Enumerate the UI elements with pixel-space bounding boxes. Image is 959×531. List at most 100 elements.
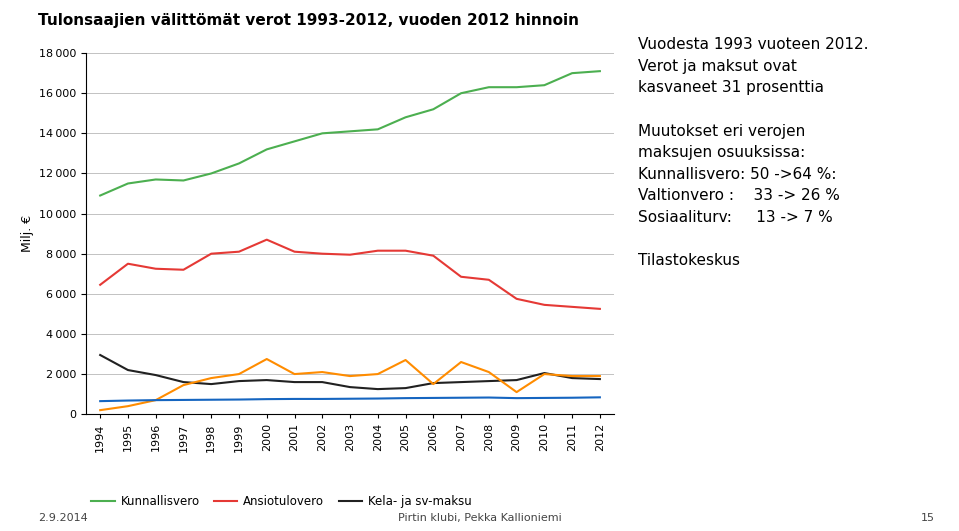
Y-axis label: Milj. €: Milj. € (21, 215, 34, 252)
Ansiotulovero (539, 302, 550, 308)
Kela- ja sv-maksu (539, 370, 550, 376)
Kirkollisvero (400, 395, 411, 401)
Kirkollisvero (122, 397, 133, 404)
Kirkollisvero (94, 398, 105, 404)
Ansiotulovero (289, 249, 300, 255)
Ansiotulovero (94, 281, 105, 288)
Pääomatulovero (400, 357, 411, 363)
Kirkollisvero (233, 396, 245, 402)
Kirkollisvero (456, 395, 467, 401)
Kela- ja sv-maksu (150, 372, 161, 378)
Pääomatulovero (316, 369, 328, 375)
Kunnallisvero (511, 84, 523, 90)
Ansiotulovero (372, 247, 384, 254)
Kela- ja sv-maksu (233, 378, 245, 384)
Kunnallisvero (344, 128, 356, 134)
Ansiotulovero (567, 304, 578, 310)
Line: Pääomatulovero: Pääomatulovero (100, 359, 600, 410)
Kunnallisvero (316, 130, 328, 136)
Line: Kirkollisvero: Kirkollisvero (100, 397, 600, 401)
Pääomatulovero (344, 373, 356, 379)
Kela- ja sv-maksu (372, 386, 384, 392)
Kirkollisvero (150, 397, 161, 404)
Kirkollisvero (316, 396, 328, 402)
Ansiotulovero (177, 267, 189, 273)
Kela- ja sv-maksu (400, 385, 411, 391)
Kunnallisvero (400, 114, 411, 121)
Legend: Pääomatulovero, Kirkollisvero: Pääomatulovero, Kirkollisvero (86, 526, 337, 531)
Ansiotulovero (511, 296, 523, 302)
Kirkollisvero (344, 396, 356, 402)
Kunnallisvero (567, 70, 578, 76)
Kela- ja sv-maksu (511, 377, 523, 383)
Pääomatulovero (428, 381, 439, 387)
Kunnallisvero (539, 82, 550, 88)
Pääomatulovero (289, 371, 300, 377)
Ansiotulovero (595, 306, 606, 312)
Kela- ja sv-maksu (595, 376, 606, 382)
Ansiotulovero (233, 249, 245, 255)
Text: Vuodesta 1993 vuoteen 2012.
Verot ja maksut ovat
kasvaneet 31 prosenttia

Muutok: Vuodesta 1993 vuoteen 2012. Verot ja mak… (638, 37, 868, 268)
Ansiotulovero (428, 253, 439, 259)
Kunnallisvero (233, 160, 245, 167)
Kirkollisvero (261, 396, 272, 402)
Kunnallisvero (483, 84, 495, 90)
Pääomatulovero (567, 373, 578, 379)
Kunnallisvero (150, 176, 161, 183)
Ansiotulovero (150, 266, 161, 272)
Kunnallisvero (289, 138, 300, 144)
Kunnallisvero (205, 170, 217, 177)
Kela- ja sv-maksu (428, 380, 439, 386)
Ansiotulovero (483, 277, 495, 283)
Kela- ja sv-maksu (316, 379, 328, 386)
Kela- ja sv-maksu (567, 375, 578, 381)
Kirkollisvero (539, 395, 550, 401)
Kirkollisvero (595, 394, 606, 400)
Text: 2.9.2014: 2.9.2014 (38, 513, 88, 523)
Kirkollisvero (567, 395, 578, 401)
Kunnallisvero (177, 177, 189, 184)
Kirkollisvero (205, 397, 217, 403)
Ansiotulovero (261, 236, 272, 243)
Kunnallisvero (595, 68, 606, 74)
Kirkollisvero (372, 396, 384, 402)
Pääomatulovero (511, 389, 523, 395)
Kirkollisvero (428, 395, 439, 401)
Pääomatulovero (233, 371, 245, 377)
Text: 15: 15 (921, 513, 935, 523)
Line: Ansiotulovero: Ansiotulovero (100, 239, 600, 309)
Kela- ja sv-maksu (344, 384, 356, 390)
Kirkollisvero (483, 395, 495, 401)
Ansiotulovero (400, 247, 411, 254)
Kunnallisvero (372, 126, 384, 133)
Ansiotulovero (122, 261, 133, 267)
Pääomatulovero (456, 359, 467, 365)
Ansiotulovero (344, 252, 356, 258)
Line: Kunnallisvero: Kunnallisvero (100, 71, 600, 195)
Kela- ja sv-maksu (261, 377, 272, 383)
Pääomatulovero (150, 397, 161, 404)
Pääomatulovero (205, 375, 217, 381)
Kunnallisvero (122, 181, 133, 187)
Text: Pirtin klubi, Pekka Kallioniemi: Pirtin klubi, Pekka Kallioniemi (398, 513, 561, 523)
Line: Kela- ja sv-maksu: Kela- ja sv-maksu (100, 355, 600, 389)
Kela- ja sv-maksu (289, 379, 300, 386)
Kela- ja sv-maksu (94, 352, 105, 358)
Kirkollisvero (289, 396, 300, 402)
Pääomatulovero (372, 371, 384, 377)
Kunnallisvero (94, 192, 105, 199)
Pääomatulovero (177, 382, 189, 388)
Kela- ja sv-maksu (177, 379, 189, 386)
Kela- ja sv-maksu (483, 378, 495, 384)
Pääomatulovero (94, 407, 105, 413)
Pääomatulovero (261, 356, 272, 362)
Kunnallisvero (456, 90, 467, 97)
Text: Tulonsaajien välittömät verot 1993-2012, vuoden 2012 hinnoin: Tulonsaajien välittömät verot 1993-2012,… (38, 13, 579, 28)
Kirkollisvero (177, 397, 189, 403)
Kela- ja sv-maksu (205, 381, 217, 387)
Pääomatulovero (122, 403, 133, 409)
Ansiotulovero (205, 251, 217, 257)
Kela- ja sv-maksu (122, 367, 133, 373)
Ansiotulovero (456, 273, 467, 280)
Kunnallisvero (428, 106, 439, 113)
